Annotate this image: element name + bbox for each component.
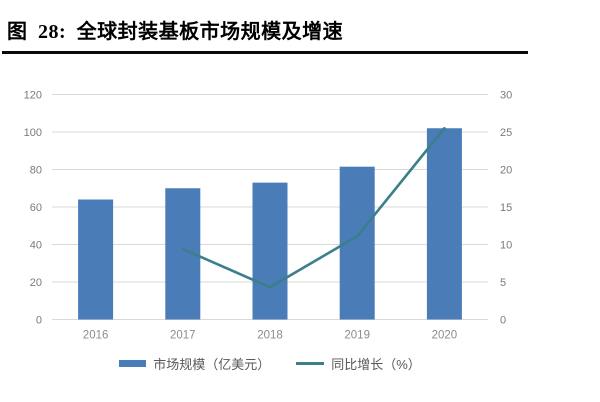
figure-title: 图 28: 全球封装基板市场规模及增速	[7, 21, 344, 43]
legend-item-growth: 同比增长（%）	[296, 354, 421, 373]
right-axis-tick: 5	[500, 277, 506, 289]
bar-2018	[252, 182, 288, 320]
right-axis-tick: 10	[500, 240, 512, 252]
chart-legend: 市场规模（亿美元） 同比增长（%）	[0, 353, 540, 373]
bar-2020	[426, 128, 462, 320]
right-axis-tick: 20	[500, 165, 512, 177]
left-axis-tick: 40	[30, 240, 42, 252]
right-axis-tick: 0	[500, 315, 506, 327]
left-axis-tick: 0	[36, 315, 42, 327]
legend-label-growth: 同比增长（%）	[331, 356, 421, 372]
left-axis-tick: 120	[24, 90, 42, 102]
x-axis-label-2016: 2016	[83, 330, 109, 342]
growth-line	[181, 126, 446, 289]
x-axis-label-2019: 2019	[344, 330, 370, 342]
chart-area: 0 20 40 60 80 100 120 0 5 10 15 20 25 30 2016 2017 2018 2…	[0, 82, 600, 352]
left-axis-tick: 80	[30, 165, 42, 177]
right-axis-tick: 30	[500, 90, 512, 102]
right-axis-tick: 15	[500, 202, 512, 214]
line-series-swatch-icon	[296, 361, 325, 365]
legend-label-market-size: 市场规模（亿美元）	[153, 356, 271, 372]
legend-item-market-size: 市场规模（亿美元）	[119, 354, 270, 373]
x-axis-label-2020: 2020	[432, 330, 458, 342]
left-axis-tick: 20	[30, 277, 42, 289]
chart-canvas: 0 20 40 60 80 100 120 0 5 10 15 20 25 30 2016 2017 2018 2…	[24, 90, 513, 342]
right-axis-tick: 25	[500, 127, 512, 139]
left-axis-tick: 60	[30, 202, 42, 214]
bar-2016	[78, 199, 114, 320]
bar-series-swatch-icon	[119, 359, 147, 367]
x-axis-label-2017: 2017	[170, 330, 196, 342]
title-underline	[2, 51, 528, 54]
x-axis-label-2018: 2018	[257, 330, 283, 342]
left-axis-tick: 100	[24, 127, 42, 139]
